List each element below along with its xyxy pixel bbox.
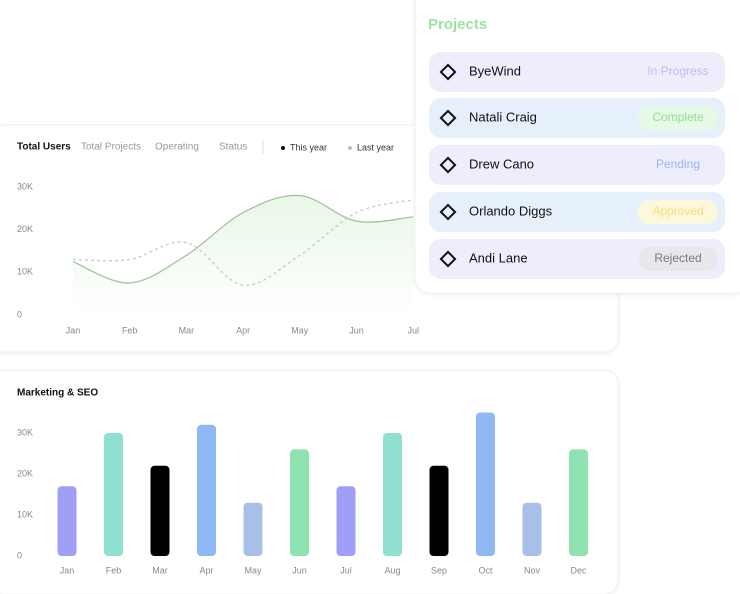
status-pill (638, 60, 718, 84)
project-icon (439, 250, 457, 268)
project-name: ByeWind (469, 63, 521, 78)
x-tick-label: Mar (152, 565, 168, 575)
y-tick-label: 30K (17, 427, 33, 437)
x-tick-label: Oct (478, 565, 493, 575)
y-tick-label: 30K (17, 181, 33, 191)
bar (243, 502, 263, 556)
bar (429, 465, 449, 556)
line (72, 194, 414, 284)
y-tick-label: 10K (17, 509, 33, 519)
status-label: Approved (652, 204, 703, 218)
legend-label: This year (290, 142, 327, 152)
project-icon (439, 156, 457, 174)
y-tick-label: 10K (17, 267, 33, 277)
projects-title: Projects (428, 16, 487, 33)
legend-dot (281, 146, 285, 150)
x-tick-label: Feb (106, 565, 122, 575)
y-tick-label: 0 (17, 309, 22, 319)
project-name: Orlando Diggs (469, 203, 553, 218)
tab[interactable]: Operating (155, 142, 199, 153)
x-tick-label: Jul (407, 325, 419, 335)
bar (522, 502, 542, 556)
status-pill (638, 153, 718, 177)
project-icon (439, 203, 457, 221)
x-tick-label: May (244, 565, 262, 575)
bar (197, 424, 216, 556)
bar (476, 412, 495, 556)
bar (290, 449, 309, 556)
bar (150, 465, 170, 556)
status-label: In Progress (647, 64, 708, 78)
line (72, 199, 414, 286)
status-pill (638, 200, 718, 224)
tab[interactable]: Status (219, 142, 247, 153)
y-tick-label: 0 (17, 550, 22, 560)
status-label: Pending (656, 157, 700, 171)
area (73, 195, 414, 315)
project-icon (439, 109, 457, 127)
bar (383, 433, 402, 556)
x-tick-label: Jun (292, 565, 307, 575)
bar (569, 449, 588, 556)
bar (104, 433, 123, 556)
legend-dot (348, 146, 352, 150)
status-pill (638, 247, 718, 271)
x-tick-label: Jul (340, 565, 352, 575)
x-tick-label: Feb (122, 325, 138, 335)
status-label: Rejected (654, 251, 701, 265)
project-name: Drew Cano (469, 156, 534, 171)
y-tick-label: 20K (17, 224, 33, 234)
y-tick-label: 20K (17, 468, 33, 478)
project-icon (439, 63, 457, 81)
x-tick-label: Nov (524, 565, 541, 575)
project-name: Natali Craig (469, 109, 537, 124)
project-name: Andi Lane (469, 250, 528, 265)
x-tick-label: May (291, 325, 309, 335)
bar (57, 486, 77, 556)
x-tick-label: Mar (179, 325, 195, 335)
chart-title: Total Users (17, 142, 71, 153)
tab[interactable]: Total Projects (81, 142, 141, 153)
x-tick-label: Jan (66, 325, 81, 335)
legend-label: Last year (357, 142, 394, 152)
status-pill (638, 106, 718, 130)
x-tick-label: Aug (384, 565, 400, 575)
chart-title: Marketing & SEO (17, 388, 98, 399)
x-tick-label: Apr (236, 325, 250, 335)
bar (336, 486, 356, 556)
x-tick-label: Sep (431, 565, 447, 575)
x-tick-label: Apr (199, 565, 213, 575)
x-tick-label: Dec (570, 565, 587, 575)
x-tick-label: Jan (60, 565, 75, 575)
status-label: Complete (652, 110, 704, 124)
x-tick-label: Jun (349, 325, 364, 335)
